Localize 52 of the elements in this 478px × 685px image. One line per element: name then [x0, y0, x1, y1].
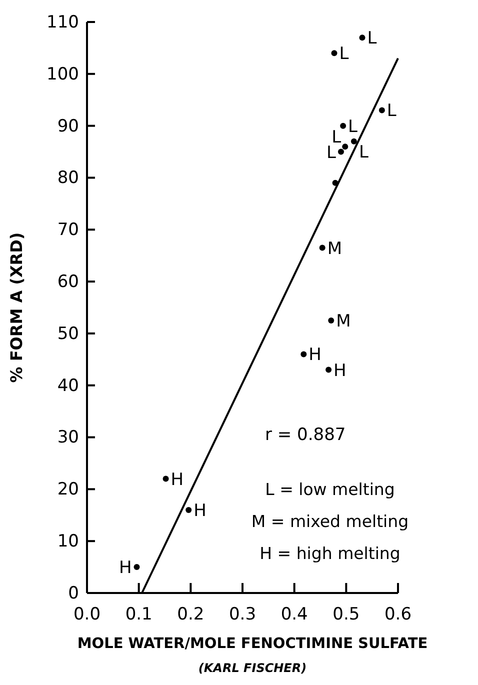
point	[338, 148, 344, 155]
y-tick-label: 40	[57, 376, 79, 396]
point	[359, 34, 366, 41]
x-tick-label: 0.2	[177, 604, 204, 624]
y-tick-label: 20	[57, 480, 79, 500]
y-tick-label: 10	[57, 532, 79, 552]
annotation: r = 0.887	[265, 425, 346, 445]
x-axis-title: MOLE WATER/MOLE FENOCTIMINE SULFATE	[77, 636, 428, 652]
annotation: L = low melting	[265, 480, 395, 499]
data-label: L	[386, 101, 397, 122]
y-tick-label: 60	[57, 272, 79, 292]
point	[328, 317, 334, 324]
data-label: L	[358, 142, 369, 162]
data-label: M	[336, 311, 351, 332]
point	[350, 138, 357, 144]
point	[319, 244, 326, 251]
x-tick-label: 0.1	[125, 604, 152, 624]
data-label: H	[194, 500, 206, 521]
point	[134, 564, 140, 570]
text: (KARL FISCHER)	[198, 661, 307, 675]
y-tick-label: 70	[57, 220, 79, 240]
point	[331, 50, 338, 56]
data-label: H	[170, 470, 184, 490]
x-tick-label: 0.6	[384, 604, 412, 624]
point	[300, 351, 307, 358]
y-tick-label: 100	[46, 64, 79, 84]
point	[340, 122, 346, 129]
point	[342, 144, 348, 150]
point	[186, 506, 192, 513]
data-label: H	[308, 345, 322, 366]
point	[326, 366, 332, 373]
data-label: L	[367, 28, 378, 49]
y-tick-label: 110	[46, 12, 79, 32]
data-label: H	[118, 558, 132, 578]
y-tick-label: 30	[57, 428, 79, 448]
x-tick-label: 0.5	[332, 604, 360, 624]
point	[378, 107, 385, 114]
y-tick-label: 90	[57, 116, 79, 136]
y-tick-label: 0	[68, 583, 79, 604]
point	[162, 476, 169, 482]
x-tick-label: 0.4	[280, 604, 308, 624]
data-label: M	[327, 238, 342, 259]
data-label: L	[348, 116, 358, 137]
annotation: H = high melting	[260, 544, 400, 563]
y-tick-label: 50	[57, 324, 79, 344]
x-tick-label: 0.0	[73, 604, 101, 624]
annotation: M = mixed melting	[251, 512, 409, 531]
data-label: H	[334, 360, 346, 381]
y-tick-label: 80	[57, 168, 79, 188]
x-tick-label: 0.3	[228, 604, 256, 624]
y-axis-title: % FORM A (XRD)	[7, 232, 26, 383]
data-label: L	[339, 44, 350, 64]
